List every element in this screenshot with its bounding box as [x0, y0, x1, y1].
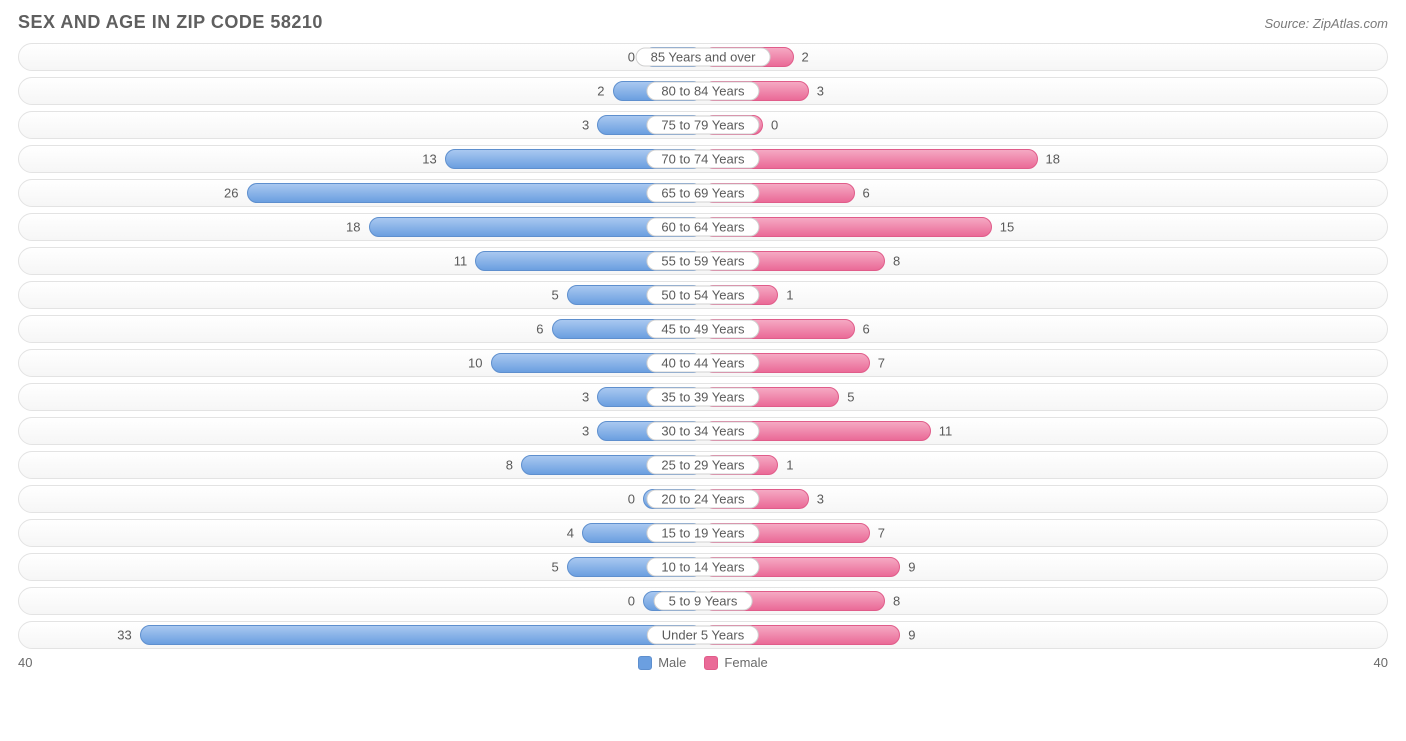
- legend-label-male: Male: [658, 655, 686, 670]
- chart-row: 3 11 30 to 34 Years: [18, 417, 1388, 445]
- male-value: 2: [597, 84, 604, 99]
- female-value: 7: [878, 526, 885, 541]
- chart-source: Source: ZipAtlas.com: [1264, 16, 1388, 31]
- female-value: 6: [863, 322, 870, 337]
- age-group-label: 25 to 29 Years: [646, 456, 759, 475]
- chart-row: 4 7 15 to 19 Years: [18, 519, 1388, 547]
- axis-left-max: 40: [18, 655, 32, 670]
- legend-item-female: Female: [704, 655, 767, 670]
- male-value: 0: [628, 50, 635, 65]
- age-group-label: 85 Years and over: [636, 48, 771, 67]
- chart-row: 0 3 20 to 24 Years: [18, 485, 1388, 513]
- male-value: 6: [536, 322, 543, 337]
- female-value: 1: [786, 288, 793, 303]
- chart-row: 10 7 40 to 44 Years: [18, 349, 1388, 377]
- male-value: 3: [582, 118, 589, 133]
- male-value: 4: [567, 526, 574, 541]
- male-value: 11: [454, 254, 468, 269]
- age-group-label: 20 to 24 Years: [646, 490, 759, 509]
- male-value: 0: [628, 594, 635, 609]
- female-value: 9: [908, 628, 915, 643]
- chart-row: 26 6 65 to 69 Years: [18, 179, 1388, 207]
- female-value: 3: [817, 492, 824, 507]
- male-value: 8: [506, 458, 513, 473]
- male-value: 13: [422, 152, 436, 167]
- legend-swatch-female: [704, 656, 718, 670]
- chart-row: 2 3 80 to 84 Years: [18, 77, 1388, 105]
- male-bar: [247, 183, 704, 203]
- female-value: 8: [893, 254, 900, 269]
- female-value: 11: [939, 424, 953, 439]
- age-group-label: 10 to 14 Years: [646, 558, 759, 577]
- chart-row: 13 18 70 to 74 Years: [18, 145, 1388, 173]
- chart-row: 18 15 60 to 64 Years: [18, 213, 1388, 241]
- chart-title: SEX AND AGE IN ZIP CODE 58210: [18, 12, 323, 33]
- age-group-label: 40 to 44 Years: [646, 354, 759, 373]
- age-group-label: 15 to 19 Years: [646, 524, 759, 543]
- female-value: 5: [847, 390, 854, 405]
- male-value: 26: [224, 186, 238, 201]
- female-value: 6: [863, 186, 870, 201]
- age-group-label: 35 to 39 Years: [646, 388, 759, 407]
- female-value: 1: [786, 458, 793, 473]
- age-group-label: 65 to 69 Years: [646, 184, 759, 203]
- female-value: 18: [1046, 152, 1060, 167]
- female-value: 7: [878, 356, 885, 371]
- female-value: 8: [893, 594, 900, 609]
- chart-row: 3 0 75 to 79 Years: [18, 111, 1388, 139]
- female-value: 9: [908, 560, 915, 575]
- legend: Male Female: [638, 655, 768, 670]
- chart-row: 8 1 25 to 29 Years: [18, 451, 1388, 479]
- age-group-label: Under 5 Years: [647, 626, 759, 645]
- male-value: 5: [552, 288, 559, 303]
- legend-swatch-male: [638, 656, 652, 670]
- chart-row: 0 8 5 to 9 Years: [18, 587, 1388, 615]
- chart-row: 11 8 55 to 59 Years: [18, 247, 1388, 275]
- male-bar: [140, 625, 703, 645]
- female-value: 2: [802, 50, 809, 65]
- female-value: 3: [817, 84, 824, 99]
- age-group-label: 30 to 34 Years: [646, 422, 759, 441]
- chart-row: 33 9 Under 5 Years: [18, 621, 1388, 649]
- male-value: 3: [582, 390, 589, 405]
- age-group-label: 45 to 49 Years: [646, 320, 759, 339]
- male-value: 18: [346, 220, 360, 235]
- age-group-label: 50 to 54 Years: [646, 286, 759, 305]
- male-value: 3: [582, 424, 589, 439]
- chart-row: 0 2 85 Years and over: [18, 43, 1388, 71]
- chart-footer: 40 Male Female 40: [18, 655, 1388, 670]
- chart-header: SEX AND AGE IN ZIP CODE 58210 Source: Zi…: [18, 12, 1388, 33]
- legend-item-male: Male: [638, 655, 686, 670]
- male-value: 0: [628, 492, 635, 507]
- chart-row: 3 5 35 to 39 Years: [18, 383, 1388, 411]
- male-value: 5: [552, 560, 559, 575]
- age-group-label: 55 to 59 Years: [646, 252, 759, 271]
- chart-row: 6 6 45 to 49 Years: [18, 315, 1388, 343]
- age-group-label: 80 to 84 Years: [646, 82, 759, 101]
- female-value: 0: [771, 118, 778, 133]
- age-group-label: 60 to 64 Years: [646, 218, 759, 237]
- female-value: 15: [1000, 220, 1014, 235]
- legend-label-female: Female: [724, 655, 767, 670]
- male-value: 33: [117, 628, 131, 643]
- male-value: 10: [468, 356, 482, 371]
- chart-row: 5 9 10 to 14 Years: [18, 553, 1388, 581]
- age-group-label: 75 to 79 Years: [646, 116, 759, 135]
- chart-row: 5 1 50 to 54 Years: [18, 281, 1388, 309]
- axis-right-max: 40: [1374, 655, 1388, 670]
- population-pyramid-chart: 0285 Years and over2380 to 84 Years3075 …: [18, 43, 1388, 649]
- age-group-label: 70 to 74 Years: [646, 150, 759, 169]
- age-group-label: 5 to 9 Years: [654, 592, 753, 611]
